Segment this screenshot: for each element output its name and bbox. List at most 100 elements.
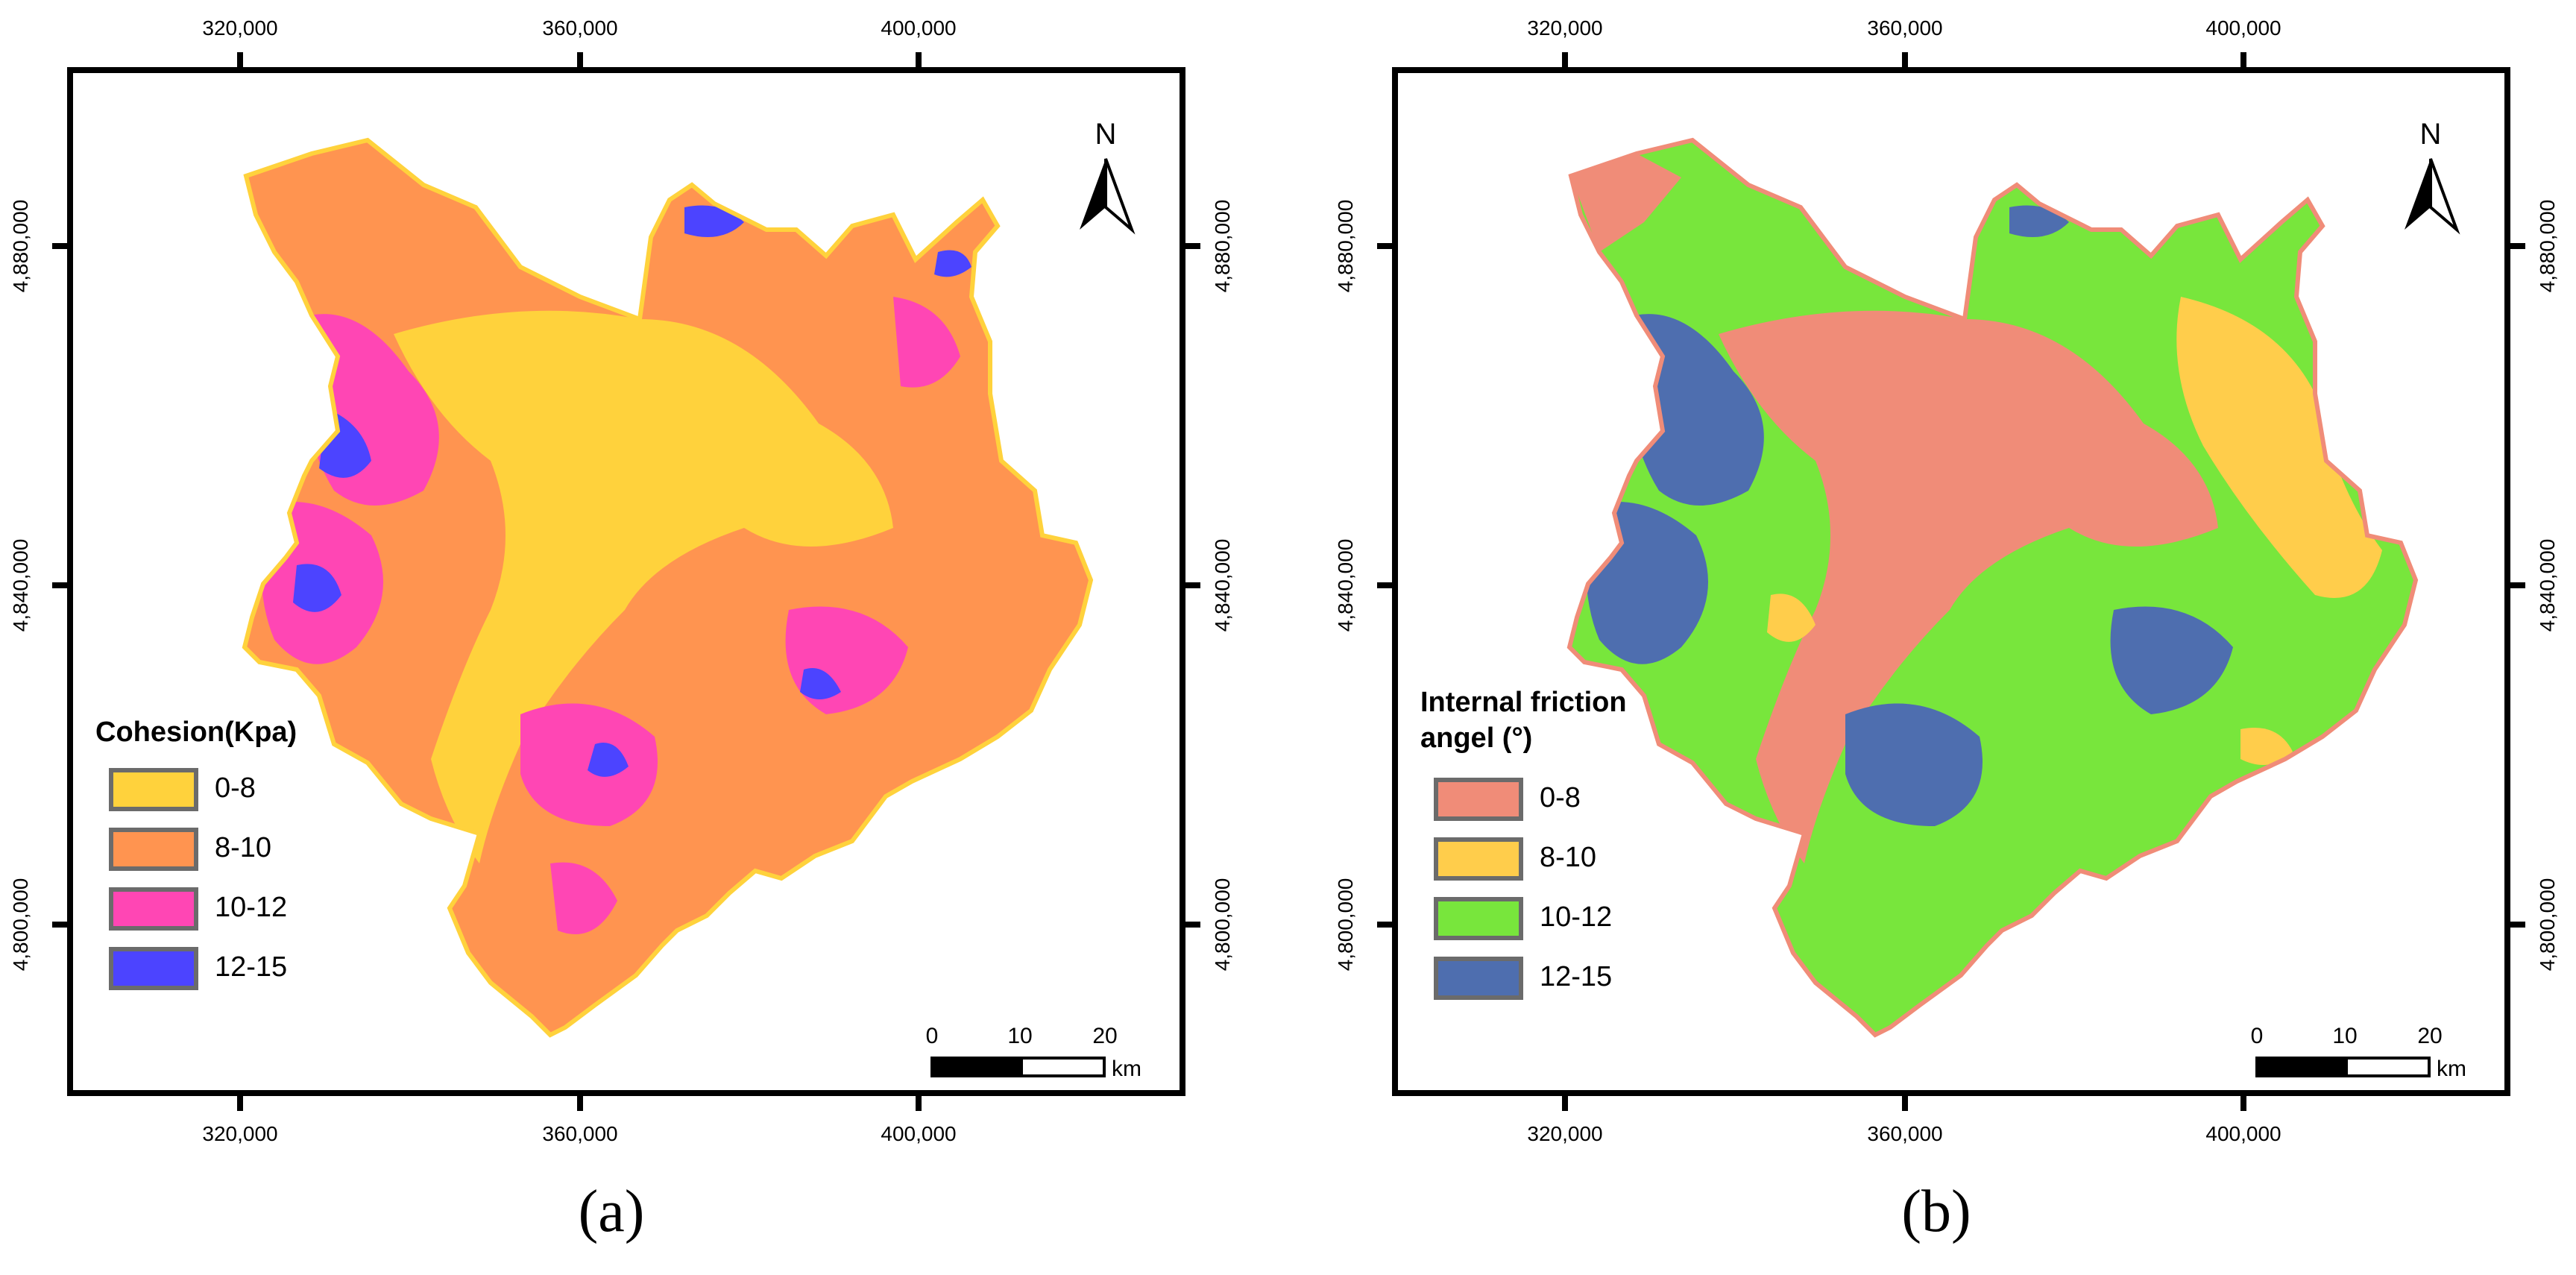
legend-swatch <box>109 768 198 811</box>
legend-swatch <box>1434 957 1523 1000</box>
map-frame: N Internal friction angel (°) 0-8 8-10 1… <box>1392 67 2510 1096</box>
scale-segment-black <box>930 1057 1020 1077</box>
legend-label: 0-8 <box>215 772 256 804</box>
north-arrow: N <box>1072 118 1139 245</box>
scale-tick-label: 0 <box>925 1024 939 1048</box>
grid-tick <box>916 52 922 72</box>
grid-tick <box>237 52 243 72</box>
northing-label-left: 4,800,000 <box>1334 878 1357 972</box>
legend-label: 12-15 <box>215 951 288 983</box>
easting-label-bottom: 360,000 <box>1867 1122 1943 1145</box>
grid-tick <box>2506 243 2525 249</box>
grid-tick <box>1902 1092 1908 1111</box>
easting-label-bottom: 400,000 <box>881 1122 957 1145</box>
legend-item: 12-15 <box>1420 957 1719 1009</box>
north-letter: N <box>2419 118 2442 151</box>
grid-tick <box>1181 922 1200 928</box>
legend-label: 10-12 <box>215 892 288 923</box>
easting-label-top: 400,000 <box>881 16 957 40</box>
region-boundary <box>242 137 1094 1038</box>
easting-label-bottom: 320,000 <box>1527 1122 1603 1145</box>
easting-label-top: 320,000 <box>1527 16 1603 40</box>
grid-tick <box>52 922 72 928</box>
legend-item: 10-12 <box>95 887 394 939</box>
north-arrow-icon <box>2405 158 2460 235</box>
northing-label-right: 4,880,000 <box>2536 199 2559 293</box>
grid-tick <box>1377 243 1396 249</box>
grid-tick <box>1562 1092 1568 1111</box>
grid-tick <box>1902 52 1908 72</box>
grid-tick <box>2240 52 2246 72</box>
legend-label: 8-10 <box>215 832 272 863</box>
north-arrow: N <box>2397 118 2464 245</box>
grid-tick <box>916 1092 922 1111</box>
legend-swatch <box>109 947 198 990</box>
grid-tick <box>2506 922 2525 928</box>
easting-label-top: 360,000 <box>542 16 618 40</box>
legend-title: Cohesion(Kpa) <box>95 717 297 748</box>
northing-label-left: 4,880,000 <box>9 199 32 293</box>
scale-tick-label: 20 <box>1092 1024 1118 1048</box>
legend-swatch <box>1434 837 1523 881</box>
legend-item: 0-8 <box>95 768 394 820</box>
grid-tick <box>237 1092 243 1111</box>
scale-tick-label: 0 <box>2250 1024 2264 1048</box>
legend-label: 10-12 <box>1540 901 1613 933</box>
northing-label-left: 4,880,000 <box>1334 199 1357 293</box>
legend-title: angel (°) <box>1420 722 1533 754</box>
northing-label-left: 4,840,000 <box>9 538 32 632</box>
easting-label-bottom: 360,000 <box>542 1122 618 1145</box>
easting-label-top: 400,000 <box>2205 16 2281 40</box>
grid-tick <box>52 582 72 588</box>
legend: Internal friction angel (°) 0-8 8-10 10-… <box>1420 684 1719 1072</box>
scale-unit: km <box>2437 1057 2466 1081</box>
grid-tick <box>1181 582 1200 588</box>
grid-tick <box>1181 243 1200 249</box>
scale-tick-label: 10 <box>1007 1024 1033 1048</box>
cohesion-raster-map <box>242 137 1094 1038</box>
scale-bar: 0 10 20 km <box>2251 1024 2494 1090</box>
northing-label-right: 4,800,000 <box>1211 878 1234 972</box>
scale-segment-white <box>1020 1057 1106 1077</box>
legend-item: 8-10 <box>95 828 394 880</box>
scale-unit: km <box>1112 1057 1141 1081</box>
northing-label-right: 4,840,000 <box>1211 538 1234 632</box>
grid-tick <box>1377 582 1396 588</box>
grid-tick <box>577 52 583 72</box>
legend-item: 0-8 <box>1420 778 1719 830</box>
grid-tick <box>577 1092 583 1111</box>
scale-tick-label: 10 <box>2332 1024 2358 1048</box>
legend-swatch <box>1434 778 1523 821</box>
easting-label-bottom: 400,000 <box>2205 1122 2281 1145</box>
legend-item: 12-15 <box>95 947 394 999</box>
northing-label-right: 4,840,000 <box>2536 538 2559 632</box>
friction-raster-map <box>1566 137 2419 1038</box>
map-panel-friction: 320,000 360,000 400,000 320,000 360,000 … <box>1325 0 2576 1275</box>
legend-item: 8-10 <box>1420 837 1719 890</box>
grid-tick <box>1562 52 1568 72</box>
legend: Cohesion(Kpa) 0-8 8-10 10-12 12-15 <box>95 714 394 1065</box>
legend-title: Internal friction <box>1420 687 1627 718</box>
northing-label-left: 4,840,000 <box>1334 538 1357 632</box>
legend-swatch <box>1434 897 1523 940</box>
legend-swatch <box>109 887 198 931</box>
easting-label-top: 320,000 <box>202 16 278 40</box>
easting-label-top: 360,000 <box>1867 16 1943 40</box>
scale-segment-black <box>2255 1057 2345 1077</box>
legend-label: 0-8 <box>1540 782 1581 813</box>
scale-bar: 0 10 20 km <box>926 1024 1169 1090</box>
panel-label: (a) <box>578 1179 645 1244</box>
north-letter: N <box>1095 118 1117 151</box>
legend-label: 8-10 <box>1540 842 1597 873</box>
northing-label-right: 4,880,000 <box>1211 199 1234 293</box>
northing-label-left: 4,800,000 <box>9 878 32 972</box>
map-panel-cohesion: 320,000 360,000 400,000 320,000 360,000 … <box>9 16 1234 1244</box>
scale-segment-white <box>2345 1057 2431 1077</box>
map-frame: N Cohesion(Kpa) 0-8 8-10 10-12 12- <box>67 67 1185 1096</box>
grid-tick <box>52 243 72 249</box>
legend-swatch <box>109 828 198 871</box>
grid-tick <box>2240 1092 2246 1111</box>
region-raster <box>245 140 1091 1035</box>
legend-label: 12-15 <box>1540 961 1613 992</box>
panel-label: (b) <box>1901 1179 1971 1244</box>
